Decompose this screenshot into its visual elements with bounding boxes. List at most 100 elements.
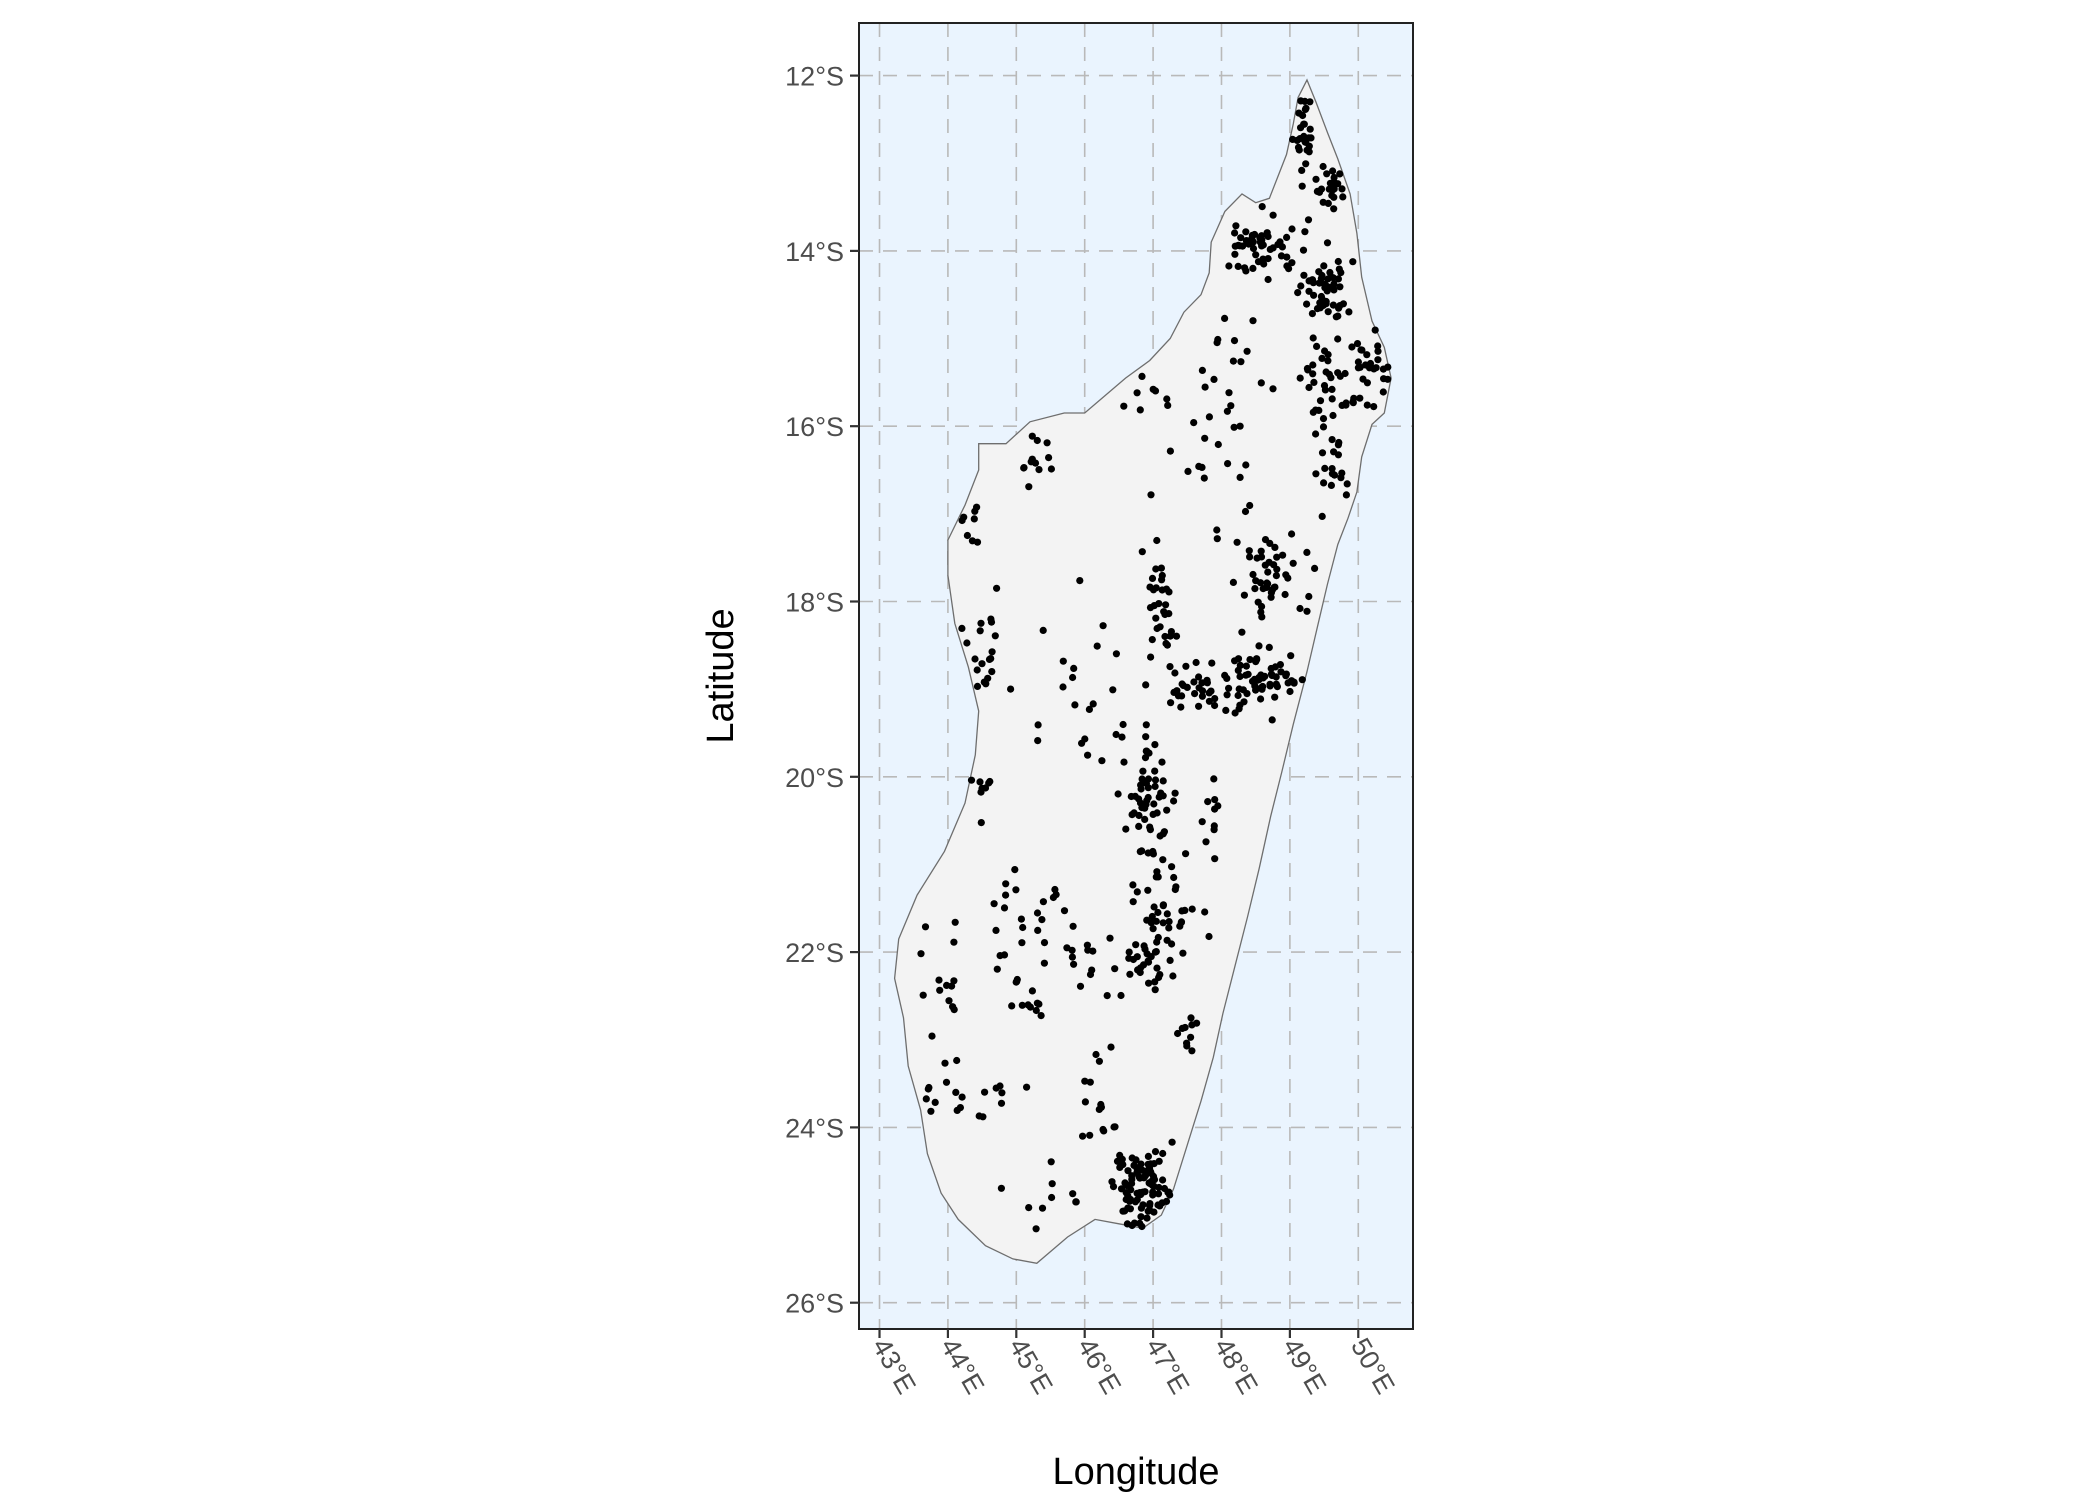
data-point	[935, 976, 943, 984]
data-point	[1048, 1180, 1056, 1188]
data-point	[1321, 280, 1329, 288]
data-point	[1144, 1160, 1152, 1168]
data-point	[1235, 685, 1243, 693]
data-point	[1109, 686, 1117, 694]
data-point	[1110, 1123, 1118, 1131]
data-point	[919, 991, 927, 999]
data-point	[1183, 683, 1191, 692]
data-point	[1137, 1191, 1145, 1199]
data-point	[1238, 628, 1246, 636]
data-point	[1265, 643, 1273, 652]
data-point	[1159, 919, 1167, 927]
data-point	[1231, 229, 1239, 237]
data-point	[1236, 661, 1244, 670]
data-point	[1249, 238, 1257, 246]
data-point	[971, 655, 979, 663]
data-point	[982, 680, 990, 688]
data-point	[1267, 593, 1275, 601]
data-point	[1257, 695, 1265, 703]
data-point	[1076, 982, 1085, 990]
data-point	[1195, 673, 1203, 681]
data-point	[1269, 385, 1277, 393]
data-point	[1317, 185, 1326, 193]
data-point	[1339, 193, 1347, 201]
data-point	[1336, 170, 1344, 178]
data-point	[1227, 402, 1235, 410]
data-point	[1182, 850, 1190, 858]
data-point	[1165, 1188, 1173, 1196]
data-point	[1002, 891, 1010, 899]
data-point	[1294, 289, 1302, 297]
data-point	[1111, 965, 1119, 973]
data-point	[1158, 586, 1166, 594]
data-point	[1325, 370, 1333, 378]
data-point	[988, 648, 996, 656]
data-point	[1069, 1190, 1077, 1198]
data-point	[1152, 584, 1160, 592]
data-point	[1144, 886, 1152, 894]
data-point	[953, 1056, 961, 1065]
data-point	[1081, 1098, 1089, 1106]
data-point	[978, 660, 986, 668]
data-point	[1309, 361, 1317, 369]
data-point	[1163, 806, 1171, 814]
data-point	[1052, 891, 1060, 899]
data-point	[1114, 790, 1122, 798]
data-point	[1338, 185, 1346, 193]
data-point	[1283, 233, 1291, 241]
data-point	[1225, 389, 1233, 397]
data-point	[1303, 607, 1311, 615]
data-point	[1177, 703, 1185, 711]
data-point	[1153, 938, 1161, 946]
data-point	[1141, 754, 1150, 762]
data-point	[1303, 146, 1311, 154]
data-point	[1166, 663, 1174, 671]
data-point	[942, 1078, 951, 1086]
data-point	[1178, 907, 1186, 915]
data-point	[1159, 792, 1167, 800]
data-point	[1128, 811, 1136, 819]
data-point	[1318, 449, 1327, 457]
data-point	[945, 997, 953, 1005]
data-point	[950, 1006, 958, 1014]
data-point	[1135, 822, 1143, 831]
data-point	[1127, 792, 1135, 801]
data-point	[1339, 300, 1347, 308]
data-point	[1142, 733, 1150, 741]
data-point	[1312, 470, 1320, 478]
data-point	[977, 619, 985, 627]
data-point	[1258, 232, 1266, 240]
data-point	[1313, 342, 1321, 350]
data-point	[917, 950, 925, 958]
data-point	[973, 666, 981, 674]
data-point	[1025, 1204, 1033, 1212]
data-point	[1353, 340, 1362, 348]
data-point	[1119, 720, 1127, 729]
data-point	[1205, 689, 1213, 697]
data-point	[1109, 1183, 1118, 1191]
data-point	[952, 1088, 960, 1096]
data-point	[1116, 1163, 1124, 1171]
data-point	[1250, 675, 1259, 684]
data-point	[1127, 1195, 1135, 1204]
data-point	[1330, 193, 1338, 201]
data-point	[950, 938, 958, 946]
data-point	[1125, 948, 1133, 956]
data-point	[1163, 910, 1171, 918]
data-point	[1349, 258, 1357, 266]
y-tick-label: 12°S	[785, 62, 844, 92]
data-point	[1222, 706, 1230, 715]
data-point	[1296, 604, 1304, 613]
data-point	[1164, 401, 1172, 409]
y-tick-label: 20°S	[785, 763, 844, 793]
data-point	[1374, 347, 1382, 355]
data-point	[1124, 1167, 1132, 1175]
data-point	[1249, 317, 1257, 325]
data-point	[1133, 389, 1141, 397]
data-point	[1133, 953, 1141, 961]
data-point	[1300, 120, 1308, 128]
data-point	[1259, 674, 1267, 682]
data-point	[1261, 536, 1270, 544]
data-point	[1151, 1148, 1160, 1156]
